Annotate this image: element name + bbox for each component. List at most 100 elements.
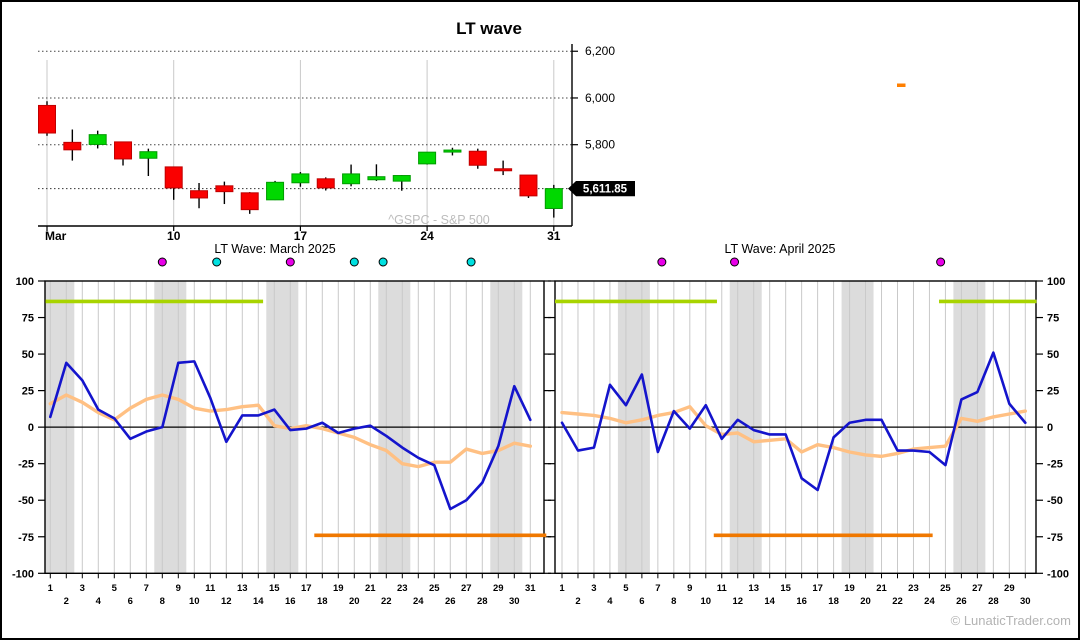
symbol-watermark: ^GSPC - S&P 500 [388,213,490,227]
day-label: 19 [333,583,344,594]
wave-y-tick-label: -75 [18,532,34,544]
event-dot [212,257,222,267]
wave-y-tick-label: 0 [28,422,34,434]
day-label: 12 [732,596,743,607]
event-dot [157,257,167,267]
day-label: 24 [924,596,935,607]
price-x-tick-label: 31 [547,229,561,243]
day-label: 20 [349,596,360,607]
day-label: 6 [639,596,644,607]
wave-y-tick-label: -75 [1047,532,1063,544]
day-label: 6 [128,596,133,607]
candle [240,192,259,214]
candle [316,177,335,191]
day-label: 21 [876,583,887,594]
candle [544,184,563,218]
candle-body-up [392,175,411,182]
wave-y-tick-label: 0 [1047,422,1053,434]
price-y-tick-label: 5,800 [585,138,615,152]
wave-y-tick-label: -25 [18,459,34,471]
day-label: 23 [397,583,408,594]
day-label: 20 [860,596,871,607]
candle-body-down [468,150,487,166]
price-x-tick-label: 17 [294,229,308,243]
candle-body-down [164,166,183,189]
day-label: 5 [112,583,118,594]
wave-y-tick-label: -50 [18,495,34,507]
april-wave-title: LT Wave: April 2025 [724,242,836,256]
last-price-label: 5,611.85 [583,184,628,196]
day-label: 12 [221,596,232,607]
day-label: 7 [144,583,149,594]
day-label: 9 [176,583,181,594]
candle-body-down [519,174,538,197]
day-label: 5 [623,583,629,594]
wave-y-tick-label: -100 [1047,568,1069,580]
candle-body-down [215,185,234,193]
lt-wave-april-chart: 1234567891011121314151617181920212223242… [548,257,1069,607]
candle-body-down [38,104,56,134]
day-label: 23 [908,583,919,594]
day-label: 18 [317,596,328,607]
day-label: 30 [509,596,520,607]
day-label: 28 [477,596,488,607]
stray-orange-mark [897,83,906,87]
day-label: 4 [607,596,613,607]
wave-y-tick-label: 100 [1047,276,1065,288]
candle-body-up [139,151,158,159]
wave-y-tick-label: 100 [16,276,34,288]
wave-y-tick-label: -100 [12,568,34,580]
price-y-tick-label: 6,000 [585,91,615,105]
lt-wave-blue [560,351,1027,492]
price-x-tick-label: Mar [45,229,67,243]
day-label: 11 [205,583,216,594]
candle [418,151,437,165]
event-dot [730,257,740,267]
price-y-tick-label: 6,200 [585,44,615,58]
day-label: 8 [160,596,165,607]
wave-y-tick-label: -25 [1047,459,1063,471]
day-label: 10 [189,596,200,607]
event-dot [349,257,359,267]
candle-body-down [316,178,335,189]
day-label: 27 [972,583,983,594]
last-price-tag [568,181,635,197]
wave-y-tick-label: 75 [1047,313,1059,325]
candle [63,129,82,161]
candle [494,160,513,176]
day-label: 25 [940,583,951,594]
day-label: 16 [796,596,807,607]
lt-wave-orange [560,404,1028,459]
candle [468,148,487,169]
lt-wave-march-chart: 1234567891011121314151617181920212223242… [12,257,551,607]
day-label: 26 [956,596,967,607]
day-label: 22 [892,596,903,607]
day-label: 24 [413,596,424,607]
day-label: 15 [269,583,280,594]
candle-body-down [114,141,133,160]
wave-y-tick-label: 25 [22,386,34,398]
page-title: LT wave [456,19,522,38]
wave-y-tick-label: 50 [22,349,34,361]
candle [190,183,209,209]
candle [139,148,158,177]
day-label: 13 [748,583,759,594]
candle [443,147,462,156]
day-label: 21 [365,583,376,594]
day-label: 25 [429,583,440,594]
event-dot [285,257,295,267]
day-label: 15 [780,583,791,594]
day-label: 1 [48,583,54,594]
day-label: 29 [493,583,504,594]
day-label: 27 [461,583,472,594]
event-dot [466,257,476,267]
day-label: 11 [717,583,728,594]
price-candlestick-chart: Mar 10 17 24 31 6,200 6,000 5,800 5,611.85 ^GSPC … [38,44,906,243]
candle-body-up [291,173,310,184]
day-label: 17 [301,583,312,594]
candle-body-up [418,151,437,165]
day-label: 18 [828,596,839,607]
candle [38,101,56,136]
